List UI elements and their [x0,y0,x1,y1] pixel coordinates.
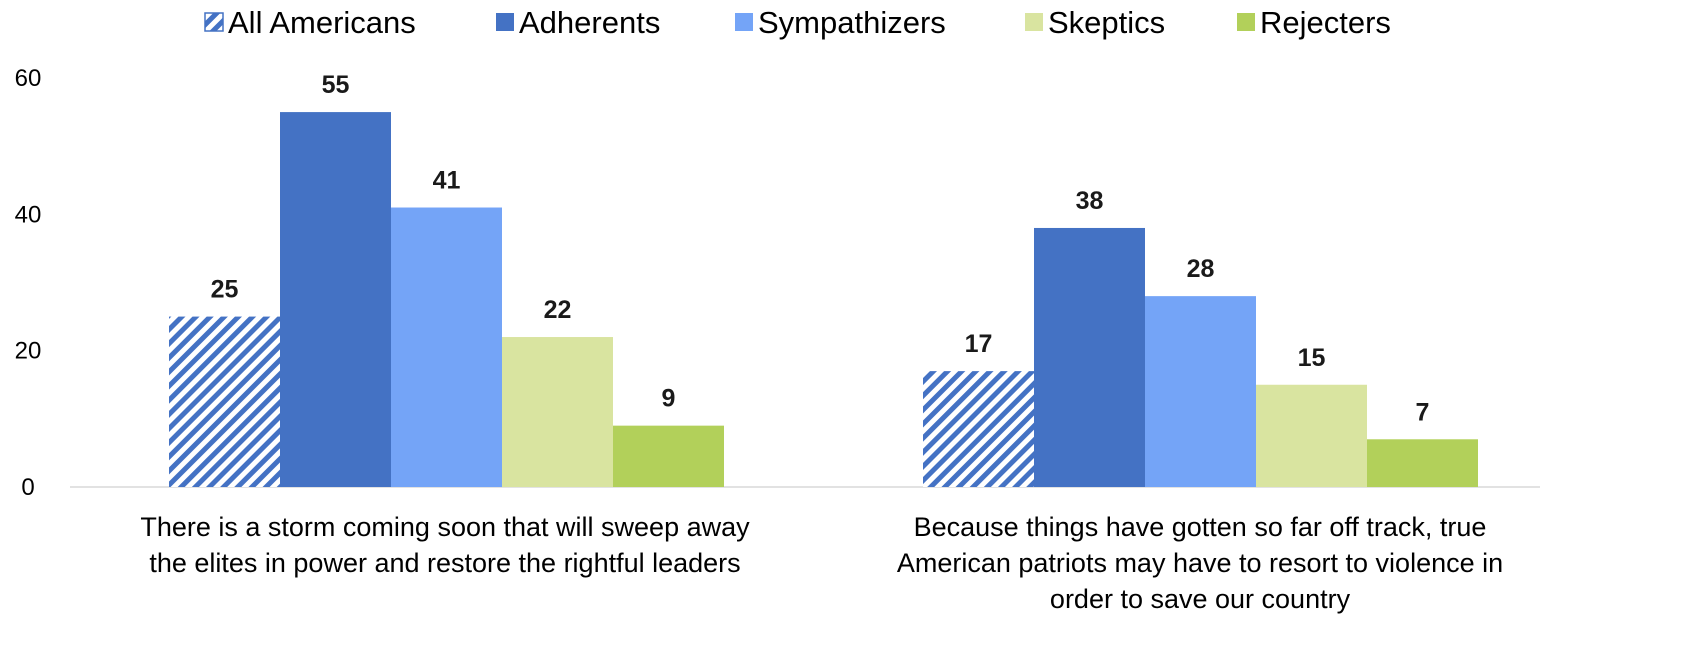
legend-swatch-skeptics [1025,13,1043,31]
bar-rejecters-2 [1367,439,1478,487]
bar-skeptics-1 [502,337,613,487]
legend-swatch-adherents [496,13,514,31]
category-label-1-line-2: the elites in power and restore the righ… [149,548,740,578]
bar-all-americans-1 [169,316,280,487]
bar-all-americans-2 [923,371,1034,487]
legend-label-sympathizers: Sympathizers [758,5,946,40]
y-axis: 0 20 40 60 [15,65,42,501]
y-tick-label: 60 [15,65,42,92]
data-label-adherents-2: 38 [1076,187,1104,215]
category-labels: There is a storm coming soon that will s… [140,512,1503,614]
data-label-rejecters-1: 9 [662,385,676,413]
legend-label-rejecters: Rejecters [1260,5,1391,40]
bar-sympathizers-1 [391,207,502,487]
bar-adherents-2 [1034,227,1145,487]
y-tick-label: 40 [15,201,42,228]
data-label-skeptics-2: 15 [1298,344,1326,372]
data-label-sympathizers-1: 41 [433,167,461,195]
legend-swatch-rejecters [1237,13,1255,31]
category-label-2-line-3: order to save our country [1050,584,1351,614]
legend-swatch-all-americans [204,12,224,32]
legend: All Americans Adherents Sympathizers Skepti… [204,5,1391,40]
data-label-sympathizers-2: 28 [1187,255,1215,283]
bars [169,112,1478,487]
bar-skeptics-2 [1256,384,1367,487]
data-label-rejecters-2: 7 [1416,398,1430,426]
data-labels: 25 17 55 38 41 28 22 15 9 7 [211,71,1430,426]
y-tick-label: 20 [15,338,42,365]
y-tick-label: 0 [21,474,34,501]
bar-adherents-1 [280,112,391,487]
legend-swatch-sympathizers [735,13,753,31]
bar-sympathizers-2 [1145,296,1256,487]
data-label-all-americans-2: 17 [965,330,993,358]
data-label-skeptics-1: 22 [544,296,572,324]
data-label-all-americans-1: 25 [211,276,239,304]
category-label-2-line-1: Because things have gotten so far off tr… [914,512,1487,542]
bar-rejecters-1 [613,425,724,487]
legend-label-adherents: Adherents [519,5,660,40]
legend-label-all-americans: All Americans [228,5,416,40]
legend-label-skeptics: Skeptics [1048,5,1165,40]
category-label-1-line-1: There is a storm coming soon that will s… [140,512,750,542]
data-label-adherents-1: 55 [322,71,350,99]
category-label-2-line-2: American patriots may have to resort to … [897,548,1503,578]
